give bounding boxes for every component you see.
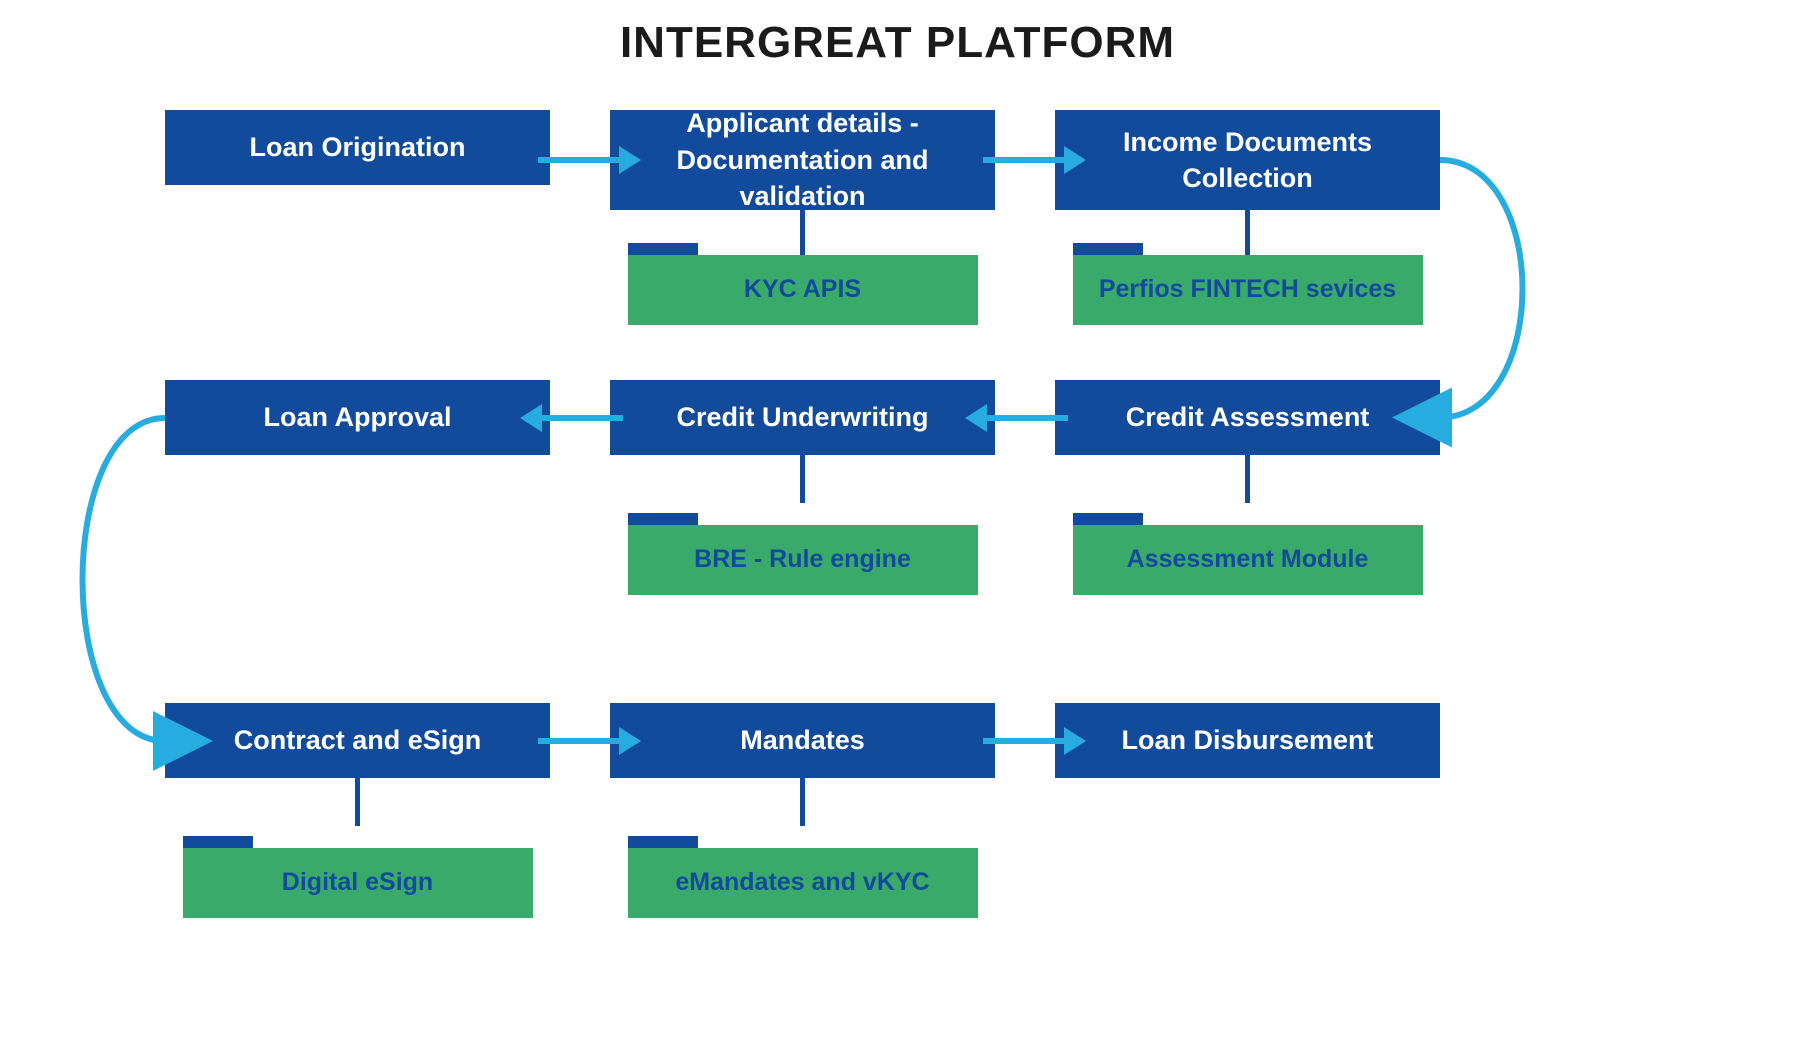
flow-sub-node: Assessment Module bbox=[1073, 525, 1423, 595]
sub-tab bbox=[628, 243, 698, 255]
sub-tab bbox=[628, 836, 698, 848]
flow-arrow bbox=[538, 415, 623, 421]
sub-tab bbox=[628, 513, 698, 525]
page-title: INTERGREAT PLATFORM bbox=[0, 18, 1795, 68]
flow-node: Credit Assessment bbox=[1055, 380, 1440, 455]
sub-tab bbox=[1073, 243, 1143, 255]
flow-sub-node: Digital eSign bbox=[183, 848, 533, 918]
flow-sub-node: KYC APIS bbox=[628, 255, 978, 325]
sub-tab bbox=[183, 836, 253, 848]
flow-arrow bbox=[983, 738, 1068, 744]
flow-arrow bbox=[538, 738, 623, 744]
flow-node: Contract and eSign bbox=[165, 703, 550, 778]
node-connector bbox=[355, 778, 360, 826]
flow-arrow bbox=[538, 157, 623, 163]
node-connector bbox=[800, 778, 805, 826]
flow-curve-arrow bbox=[25, 388, 195, 771]
flow-node: Mandates bbox=[610, 703, 995, 778]
node-connector bbox=[1245, 455, 1250, 503]
flow-curve-arrow bbox=[1410, 130, 1580, 448]
flow-sub-node: Perfios FINTECH sevices bbox=[1073, 255, 1423, 325]
sub-tab bbox=[1073, 513, 1143, 525]
flow-node: Income Documents Collection bbox=[1055, 110, 1440, 210]
flow-node: Applicant details - Documentation and va… bbox=[610, 110, 995, 210]
flow-node: Loan Disbursement bbox=[1055, 703, 1440, 778]
flow-sub-node: BRE - Rule engine bbox=[628, 525, 978, 595]
flow-sub-node: eMandates and vKYC bbox=[628, 848, 978, 918]
flow-arrow bbox=[983, 415, 1068, 421]
flow-node: Credit Underwriting bbox=[610, 380, 995, 455]
flow-node: Loan Origination bbox=[165, 110, 550, 185]
flow-arrow bbox=[983, 157, 1068, 163]
node-connector bbox=[1245, 210, 1250, 258]
node-connector bbox=[800, 455, 805, 503]
node-connector bbox=[800, 210, 805, 258]
flow-node: Loan Approval bbox=[165, 380, 550, 455]
